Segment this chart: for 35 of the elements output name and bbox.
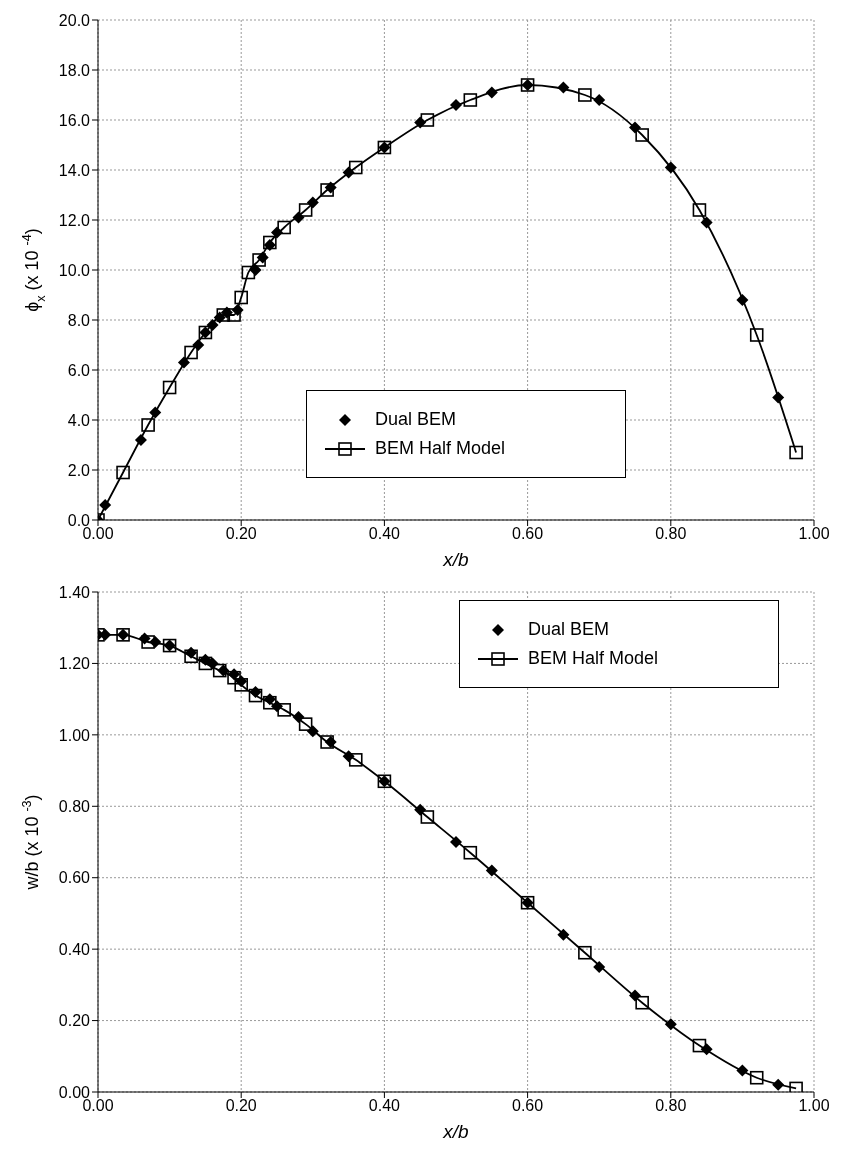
- x-axis-title: x/b: [442, 1121, 469, 1142]
- x-tick-label: 1.00: [798, 1097, 830, 1115]
- y-tick-label: 16.0: [58, 111, 91, 129]
- legend-label: Dual BEM: [528, 619, 610, 640]
- y-tick-label: 1.20: [58, 655, 91, 673]
- y-tick-label: 0.80: [58, 797, 91, 815]
- y-tick-label: 12.0: [58, 211, 91, 229]
- y-tick-label: 1.40: [58, 583, 91, 601]
- x-tick-label: 0.20: [225, 1097, 257, 1115]
- legend-label: Dual BEM: [375, 409, 457, 430]
- legend-label: BEM Half Model: [375, 438, 506, 459]
- y-tick-label: 6.0: [67, 361, 91, 379]
- y-tick-label: 0.40: [58, 940, 91, 958]
- x-tick-label: 0.20: [225, 525, 257, 543]
- y-tick-label: 8.0: [67, 311, 91, 329]
- x-tick-label: 0.40: [368, 1097, 401, 1115]
- x-tick-label: 0.00: [82, 525, 114, 543]
- x-tick-label: 0.80: [655, 1097, 687, 1115]
- y-tick-label: 4.0: [67, 411, 91, 429]
- x-tick-label: 0.60: [512, 525, 544, 543]
- y-tick-label: 14.0: [58, 161, 91, 179]
- y-tick-label: 20.0: [58, 11, 91, 29]
- y-tick-label: 18.0: [58, 61, 91, 79]
- x-tick-label: 1.00: [798, 525, 830, 543]
- legend-label: BEM Half Model: [528, 648, 659, 669]
- y-tick-label: 10.0: [58, 261, 91, 279]
- y-tick-label: 0.20: [58, 1012, 91, 1030]
- y-tick-label: 0.60: [58, 869, 91, 887]
- x-axis-title: x/b: [442, 549, 469, 570]
- x-tick-label: 0.80: [655, 525, 687, 543]
- y-tick-label: 1.00: [58, 726, 91, 744]
- x-tick-label: 0.40: [368, 525, 401, 543]
- x-tick-label: 0.00: [82, 1097, 114, 1115]
- x-tick-label: 0.60: [512, 1097, 544, 1115]
- y-tick-label: 2.0: [67, 461, 91, 479]
